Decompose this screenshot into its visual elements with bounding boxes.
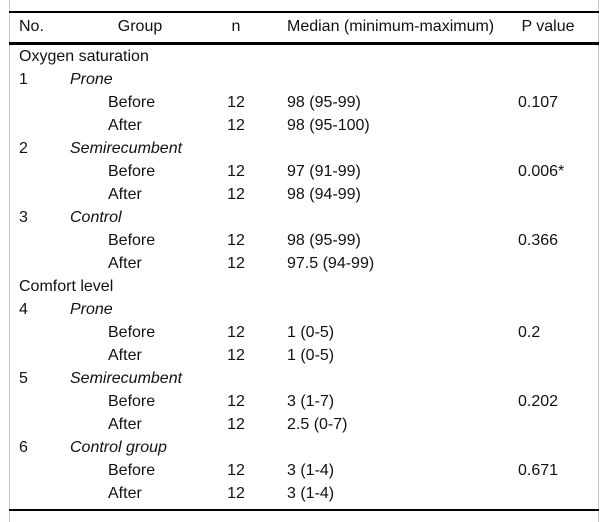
cell-phase-label: After xyxy=(108,117,142,134)
column-header-pvalue: P value xyxy=(521,18,575,35)
column-header-group: Group xyxy=(117,18,163,35)
data-row: Before 12 97 (91-99) 0.006* xyxy=(0,160,609,183)
data-row: After 12 97.5 (94-99) xyxy=(0,252,609,275)
cell-n-value: 12 xyxy=(227,163,245,180)
cell-phase-label: Before xyxy=(108,324,156,341)
cell-phase-label: After xyxy=(108,347,142,364)
cell-n-value: 12 xyxy=(227,416,245,433)
cell-group-name: Semirecumbent xyxy=(70,370,183,387)
left-frame-line xyxy=(9,0,10,522)
section-row: Comfort level xyxy=(0,275,609,298)
cell-n-value: 12 xyxy=(227,485,245,502)
cell-phase-label: Before xyxy=(108,462,156,479)
data-row: Before 12 1 (0-5) 0.2 xyxy=(0,321,609,344)
group-row: 1 Prone xyxy=(0,68,609,91)
cell-median-value: 97.5 (94-99) xyxy=(287,255,375,272)
cell-group-name: Control group xyxy=(70,439,167,456)
cell-p-value: 0.202 xyxy=(518,393,559,410)
cell-p-value: 0.006* xyxy=(518,163,565,180)
group-row: 3 Control xyxy=(0,206,609,229)
cell-group-name: Prone xyxy=(70,71,113,88)
cell-section-label: Comfort level xyxy=(19,278,114,295)
cell-no: 5 xyxy=(19,370,28,387)
cell-no: 2 xyxy=(19,140,28,157)
cell-n-value: 12 xyxy=(227,255,245,272)
cell-median-value: 98 (95-99) xyxy=(287,94,361,111)
cell-median-value: 98 (95-99) xyxy=(287,232,361,249)
data-row: After 12 2.5 (0-7) xyxy=(0,413,609,436)
cell-n-value: 12 xyxy=(227,117,245,134)
data-row: After 12 98 (94-99) xyxy=(0,183,609,206)
data-row: Before 12 98 (95-99) 0.107 xyxy=(0,91,609,114)
table-header-row: No. Group n Median (minimum-maximum) P v… xyxy=(0,12,609,42)
cell-group-name: Prone xyxy=(70,301,113,318)
cell-group-name: Semirecumbent xyxy=(70,140,183,157)
group-row: 5 Semirecumbent xyxy=(0,367,609,390)
cell-median-value: 98 (94-99) xyxy=(287,186,361,203)
cell-p-value: 0.107 xyxy=(518,94,559,111)
data-row: After 12 98 (95-100) xyxy=(0,114,609,137)
cell-no: 4 xyxy=(19,301,28,318)
data-row: After 12 1 (0-5) xyxy=(0,344,609,367)
group-row: 4 Prone xyxy=(0,298,609,321)
table-body: Oxygen saturation 1 Prone Before 12 98 (95-99… xyxy=(0,45,609,505)
cell-phase-label: Before xyxy=(108,163,156,180)
data-row: Before 12 3 (1-4) 0.671 xyxy=(0,459,609,482)
right-frame-line xyxy=(598,0,599,522)
cell-no: 3 xyxy=(19,209,28,226)
cell-phase-label: After xyxy=(108,255,142,272)
cell-group-name: Control xyxy=(70,209,122,226)
cell-phase-label: Before xyxy=(108,393,156,410)
column-header-median: Median (minimum-maximum) xyxy=(287,18,495,35)
cell-median-value: 3 (1-4) xyxy=(287,462,335,479)
data-row: Before 12 98 (95-99) 0.366 xyxy=(0,229,609,252)
cell-section-label: Oxygen saturation xyxy=(19,48,149,65)
cell-phase-label: After xyxy=(108,416,142,433)
cell-p-value: 0.2 xyxy=(518,324,541,341)
cell-n-value: 12 xyxy=(227,186,245,203)
top-rule xyxy=(9,11,599,13)
cell-median-value: 1 (0-5) xyxy=(287,347,335,364)
cell-n-value: 12 xyxy=(227,324,245,341)
cell-median-value: 98 (95-100) xyxy=(287,117,370,134)
column-header-n: n xyxy=(231,18,241,35)
cell-phase-label: Before xyxy=(108,232,156,249)
cell-p-value: 0.671 xyxy=(518,462,559,479)
cell-median-value: 97 (91-99) xyxy=(287,163,361,180)
cell-n-value: 12 xyxy=(227,347,245,364)
cell-p-value: 0.366 xyxy=(518,232,559,249)
header-rule xyxy=(9,42,599,45)
section-row: Oxygen saturation xyxy=(0,45,609,68)
bottom-rule xyxy=(9,509,599,511)
group-row: 6 Control group xyxy=(0,436,609,459)
cell-median-value: 1 (0-5) xyxy=(287,324,335,341)
cell-n-value: 12 xyxy=(227,94,245,111)
cell-median-value: 3 (1-4) xyxy=(287,485,335,502)
column-header-no: No. xyxy=(19,18,44,35)
cell-no: 1 xyxy=(19,71,28,88)
cell-phase-label: After xyxy=(108,186,142,203)
cell-n-value: 12 xyxy=(227,232,245,249)
cell-n-value: 12 xyxy=(227,393,245,410)
cell-phase-label: Before xyxy=(108,94,156,111)
data-row: After 12 3 (1-4) xyxy=(0,482,609,505)
group-row: 2 Semirecumbent xyxy=(0,137,609,160)
cell-phase-label: After xyxy=(108,485,142,502)
cell-median-value: 2.5 (0-7) xyxy=(287,416,348,433)
cell-no: 6 xyxy=(19,439,28,456)
data-row: Before 12 3 (1-7) 0.202 xyxy=(0,390,609,413)
cell-median-value: 3 (1-7) xyxy=(287,393,335,410)
cell-n-value: 12 xyxy=(227,462,245,479)
